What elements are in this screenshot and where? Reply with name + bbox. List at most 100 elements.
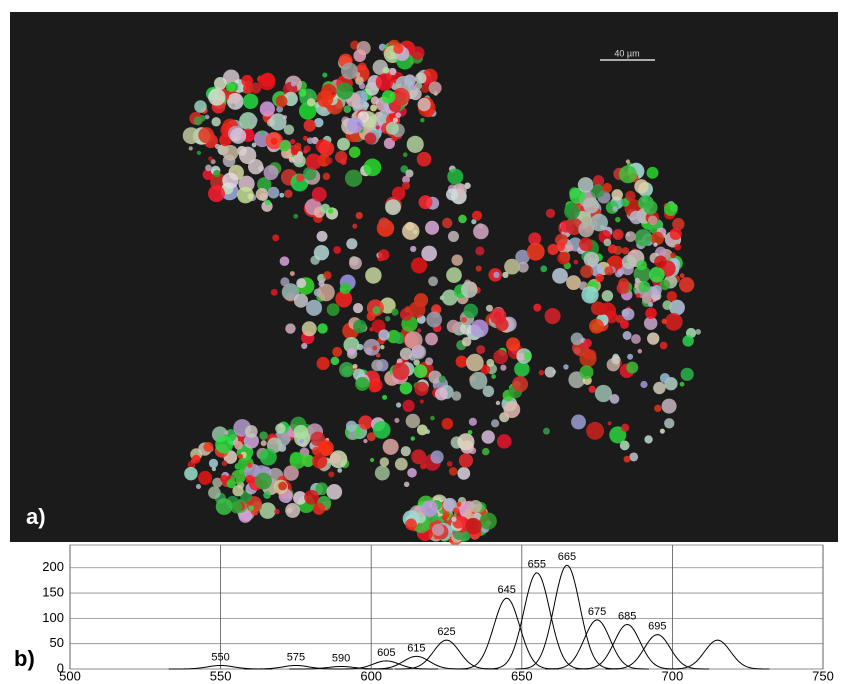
cell [608,244,617,253]
cell [638,349,643,354]
cell [337,468,342,473]
cell [622,255,636,269]
cell [306,154,322,170]
cell [353,49,366,62]
cell [566,275,581,290]
cell [595,385,612,402]
cell [615,217,621,223]
cell [664,418,674,428]
cell [602,290,613,301]
cell [238,454,243,459]
peak-label: 575 [287,651,305,663]
peak-label: 655 [528,559,546,571]
cell [451,254,462,265]
cell [451,517,456,522]
cell [382,395,387,400]
cell [411,436,415,440]
cell [567,244,574,251]
cell [414,364,428,378]
peak-label: 625 [437,626,455,638]
cell [256,188,269,201]
cell [420,118,424,122]
cell [405,519,417,531]
cell [328,471,334,477]
peak-label: 615 [407,642,425,654]
cell [255,473,272,490]
cell [611,355,620,364]
cell [563,364,568,369]
scale-bar-label: 40 µm [614,48,639,58]
cell [581,286,598,303]
cell [395,112,401,118]
cell [363,439,367,443]
cell [226,83,235,92]
peak-label: 665 [558,551,576,563]
cell [245,475,254,484]
peak-label: 605 [377,647,395,659]
cell [383,67,390,74]
cell [260,73,275,88]
cell [527,243,545,261]
cell [417,328,421,332]
cell [343,105,351,113]
cell [588,386,595,393]
plot-area [70,545,823,669]
cell [660,373,670,383]
cell [280,256,290,266]
cell [473,224,489,240]
cell [243,94,258,109]
cell [293,214,298,219]
cell [184,467,197,480]
x-tick-label: 650 [511,668,533,683]
cell [248,159,263,174]
x-tick-label: 700 [662,668,684,683]
cell [213,170,220,177]
cell [596,303,608,315]
peak-label: 550 [211,651,229,663]
cell [367,432,376,441]
cell [363,339,380,356]
cell [237,187,254,204]
cell [272,234,279,241]
panel-label: b) [14,646,35,671]
cell [223,145,239,161]
cell [395,458,408,471]
cell [231,103,236,108]
cell [442,418,454,430]
cell [371,359,383,371]
cell [348,430,357,439]
cell [490,308,507,325]
peak-label: 685 [618,610,636,622]
cell [430,416,435,421]
cell [289,157,295,163]
cell [430,450,443,463]
cell [571,415,586,430]
cell [222,173,238,189]
cell [261,440,267,446]
cell [620,441,630,451]
cell [414,382,428,396]
cell [409,301,426,318]
cell [639,281,650,292]
cell [378,249,389,260]
cell [296,278,306,288]
cell [394,418,399,423]
cell [385,316,390,321]
cell [653,242,657,246]
cell [476,345,485,354]
cell [379,217,390,228]
cell [383,439,399,455]
panel-label: a) [26,504,46,529]
cell [649,267,665,283]
cell [540,265,547,272]
cell [376,74,393,91]
cell [364,159,382,177]
cell [306,300,322,316]
cell [208,156,213,161]
cell [648,216,658,226]
cell [506,337,520,351]
cell [302,321,317,336]
cell [222,461,228,467]
cell [461,317,467,323]
cell [660,342,668,350]
